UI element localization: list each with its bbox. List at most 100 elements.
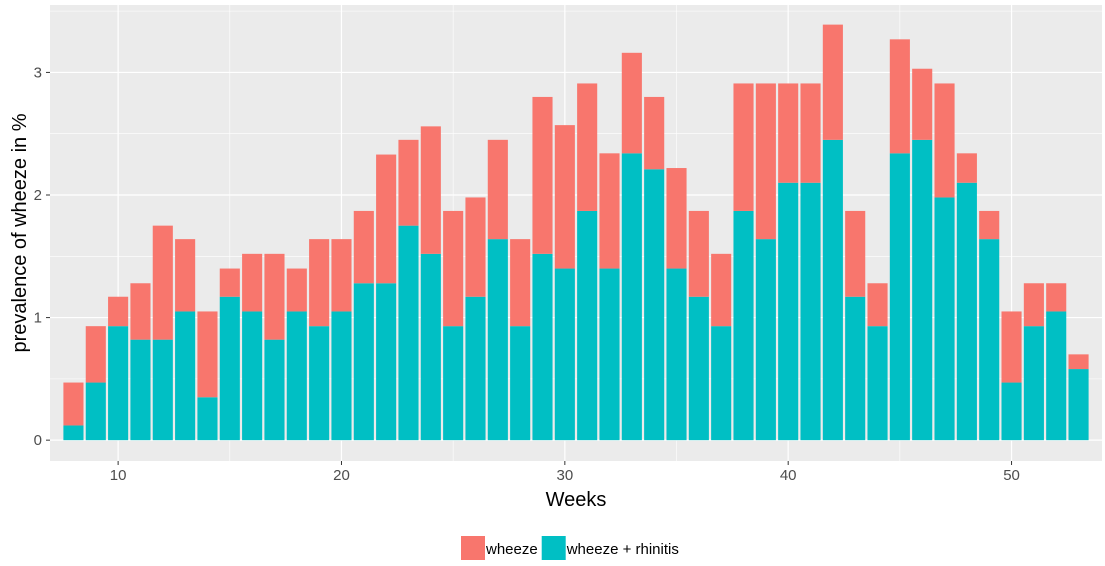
bar-wheeze-week-20 [331,239,352,312]
x-tick-label: 40 [780,467,797,484]
bar-wheeze-week-52 [1046,283,1067,312]
y-tick-label: 0 [34,432,42,449]
y-tick-label: 1 [34,310,42,327]
bar-wheeze-rhinitis-week-47 [934,197,955,441]
x-tick-label: 20 [333,467,350,484]
bar-wheeze-rhinitis-week-35 [666,268,687,441]
bar-wheeze-week-24 [420,126,441,254]
bar-wheeze-rhinitis-week-43 [845,296,866,441]
bar-wheeze-rhinitis-week-21 [353,283,374,441]
bar-wheeze-rhinitis-week-38 [733,210,754,441]
y-tick-label: 3 [34,64,42,81]
bar-wheeze-week-9 [85,326,106,383]
x-tick-label: 30 [556,467,573,484]
y-tick-label: 2 [34,187,42,204]
bar-wheeze-week-11 [130,283,151,340]
bar-wheeze-rhinitis-week-20 [331,311,352,441]
bar-wheeze-week-29 [532,96,553,254]
bar-wheeze-rhinitis-week-53 [1068,369,1089,441]
bar-wheeze-rhinitis-week-33 [621,153,642,441]
bars [63,24,1089,441]
bar-wheeze-rhinitis-week-50 [1001,382,1022,441]
bar-wheeze-week-26 [465,197,486,297]
bar-wheeze-rhinitis-week-52 [1046,311,1067,441]
bar-wheeze-week-15 [219,268,240,297]
bar-wheeze-week-50 [1001,311,1022,383]
bar-wheeze-rhinitis-week-49 [979,239,1000,441]
bar-wheeze-week-27 [487,139,508,240]
bar-wheeze-week-47 [934,83,955,198]
legend-key-wheeze-rhinitis [541,536,566,560]
x-tick-label: 50 [1003,467,1020,484]
bar-wheeze-rhinitis-week-24 [420,253,441,441]
bar-wheeze-week-33 [621,52,642,154]
bar-wheeze-rhinitis-week-32 [599,268,620,441]
y-axis: 0 1 2 3 [34,64,50,449]
bar-wheeze-rhinitis-week-27 [487,239,508,441]
bar-wheeze-rhinitis-week-25 [443,326,464,441]
bar-wheeze-rhinitis-week-19 [309,326,330,441]
bar-wheeze-rhinitis-week-51 [1023,326,1044,441]
bar-wheeze-week-28 [510,239,531,327]
legend-label-wheeze-rhinitis: wheeze + rhinitis [566,541,679,558]
bar-wheeze-rhinitis-week-14 [197,397,218,441]
bar-wheeze-rhinitis-week-36 [688,296,709,441]
bar-wheeze-week-51 [1023,283,1044,327]
bar-wheeze-rhinitis-week-12 [152,339,173,441]
bar-wheeze-week-22 [376,154,397,284]
bar-wheeze-week-25 [443,210,464,327]
bar-wheeze-rhinitis-week-41 [800,182,821,441]
bar-wheeze-rhinitis-week-39 [755,239,776,441]
bar-wheeze-rhinitis-week-10 [108,326,129,441]
bar-wheeze-week-31 [577,83,598,211]
bar-wheeze-rhinitis-week-31 [577,210,598,441]
bar-wheeze-week-39 [755,83,776,240]
bar-wheeze-rhinitis-week-37 [711,326,732,441]
bar-wheeze-rhinitis-week-29 [532,253,553,441]
bar-wheeze-rhinitis-week-23 [398,225,419,441]
bar-wheeze-week-41 [800,83,821,183]
legend-label-wheeze: wheeze [485,541,538,558]
legend: wheeze wheeze + rhinitis [461,536,679,560]
bar-wheeze-rhinitis-week-22 [376,283,397,441]
bar-wheeze-week-34 [644,96,665,170]
bar-wheeze-rhinitis-week-17 [264,339,285,441]
bar-wheeze-rhinitis-week-44 [867,326,888,441]
bar-wheeze-week-43 [845,210,866,297]
bar-wheeze-week-37 [711,253,732,327]
bar-wheeze-week-40 [778,83,799,183]
bar-wheeze-rhinitis-week-16 [242,311,263,441]
bar-wheeze-rhinitis-week-9 [85,382,106,441]
bar-wheeze-week-23 [398,139,419,226]
bar-wheeze-week-48 [956,153,977,183]
y-axis-title: prevalence of wheeze in % [9,113,31,352]
bar-wheeze-rhinitis-week-48 [956,182,977,441]
bar-wheeze-week-13 [175,239,196,312]
bar-wheeze-rhinitis-week-45 [889,153,910,441]
bar-wheeze-week-36 [688,210,709,297]
bar-wheeze-week-21 [353,210,374,284]
bar-wheeze-rhinitis-week-28 [510,326,531,441]
bar-wheeze-week-30 [554,125,575,269]
bar-wheeze-rhinitis-week-40 [778,182,799,441]
bar-wheeze-week-8 [63,382,84,426]
bar-wheeze-rhinitis-week-30 [554,268,575,441]
bar-wheeze-week-35 [666,168,687,269]
bar-wheeze-week-19 [309,239,330,327]
bar-wheeze-week-49 [979,210,1000,240]
bar-wheeze-rhinitis-week-18 [286,311,307,441]
bar-wheeze-week-38 [733,83,754,211]
bar-wheeze-week-17 [264,253,285,340]
bar-wheeze-rhinitis-week-13 [175,311,196,441]
legend-key-wheeze [461,536,485,560]
bar-wheeze-week-45 [889,39,910,154]
bar-wheeze-week-42 [822,24,843,140]
bar-wheeze-rhinitis-week-26 [465,296,486,441]
bar-wheeze-week-53 [1068,354,1089,370]
bar-wheeze-week-32 [599,153,620,269]
bar-wheeze-rhinitis-week-15 [219,296,240,441]
bar-wheeze-week-12 [152,225,173,340]
x-axis-title: Weeks [546,489,607,511]
bar-wheeze-rhinitis-week-42 [822,139,843,441]
